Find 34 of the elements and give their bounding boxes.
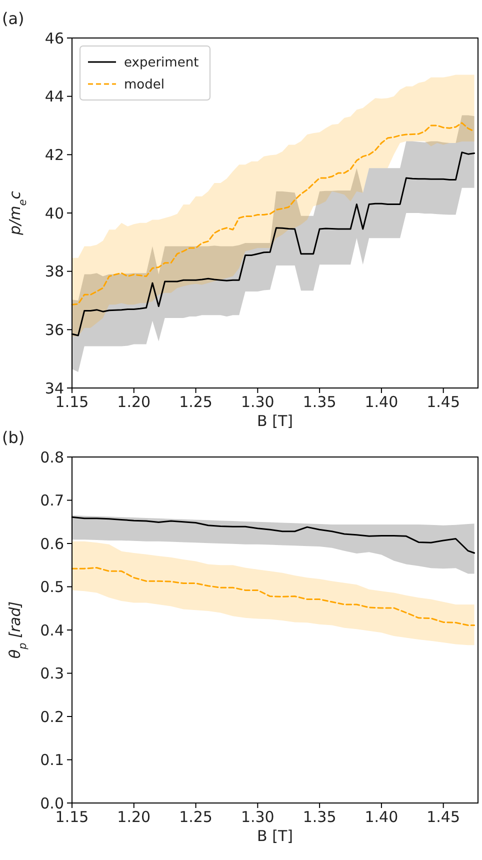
x-tick-label: 1.20 (117, 808, 151, 826)
legend-label: model (124, 78, 164, 93)
chart-title: (b) (2, 428, 25, 447)
x-axis-title: B [T] (257, 827, 293, 845)
y-tick-label: 46 (44, 29, 64, 48)
y-tick-label: 42 (44, 146, 64, 164)
line-series (71, 566, 476, 626)
x-tick-label: 1.25 (179, 393, 212, 411)
x-tick-label: 1.35 (302, 393, 336, 411)
x-axis-title: B [T] (257, 412, 293, 430)
x-tick-label: 1.45 (426, 393, 460, 411)
chart-title: (a) (2, 9, 24, 28)
x-tick-label: 1.20 (117, 393, 151, 411)
y-tick-label: 36 (44, 320, 64, 339)
x-tick-label: 1.40 (364, 393, 398, 411)
y-tick-label: 0.1 (40, 751, 64, 769)
x-tick-label: 1.45 (426, 808, 460, 826)
line-series (71, 122, 476, 306)
y-tick-label: 0.5 (40, 578, 64, 596)
y-tick-label: 40 (44, 204, 64, 222)
y-tick-label: 0.4 (40, 621, 64, 640)
x-tick-label: 1.35 (302, 808, 336, 826)
y-tick-label: 0.7 (40, 492, 64, 510)
y-tick-label: 44 (44, 88, 64, 106)
y-tick-label: 0.3 (40, 664, 64, 682)
y-tick-label: 0.2 (40, 708, 64, 726)
x-tick-label: 1.40 (364, 808, 398, 826)
y-tick-label: 0.6 (40, 534, 64, 553)
x-tick-label: 1.30 (240, 393, 274, 411)
x-tick-label: 1.30 (240, 808, 274, 826)
x-tick-label: 1.25 (179, 808, 212, 826)
legend-label: experiment (124, 56, 199, 71)
y-tick-label: 0.8 (40, 448, 64, 466)
y-tick-label: 38 (44, 262, 64, 281)
